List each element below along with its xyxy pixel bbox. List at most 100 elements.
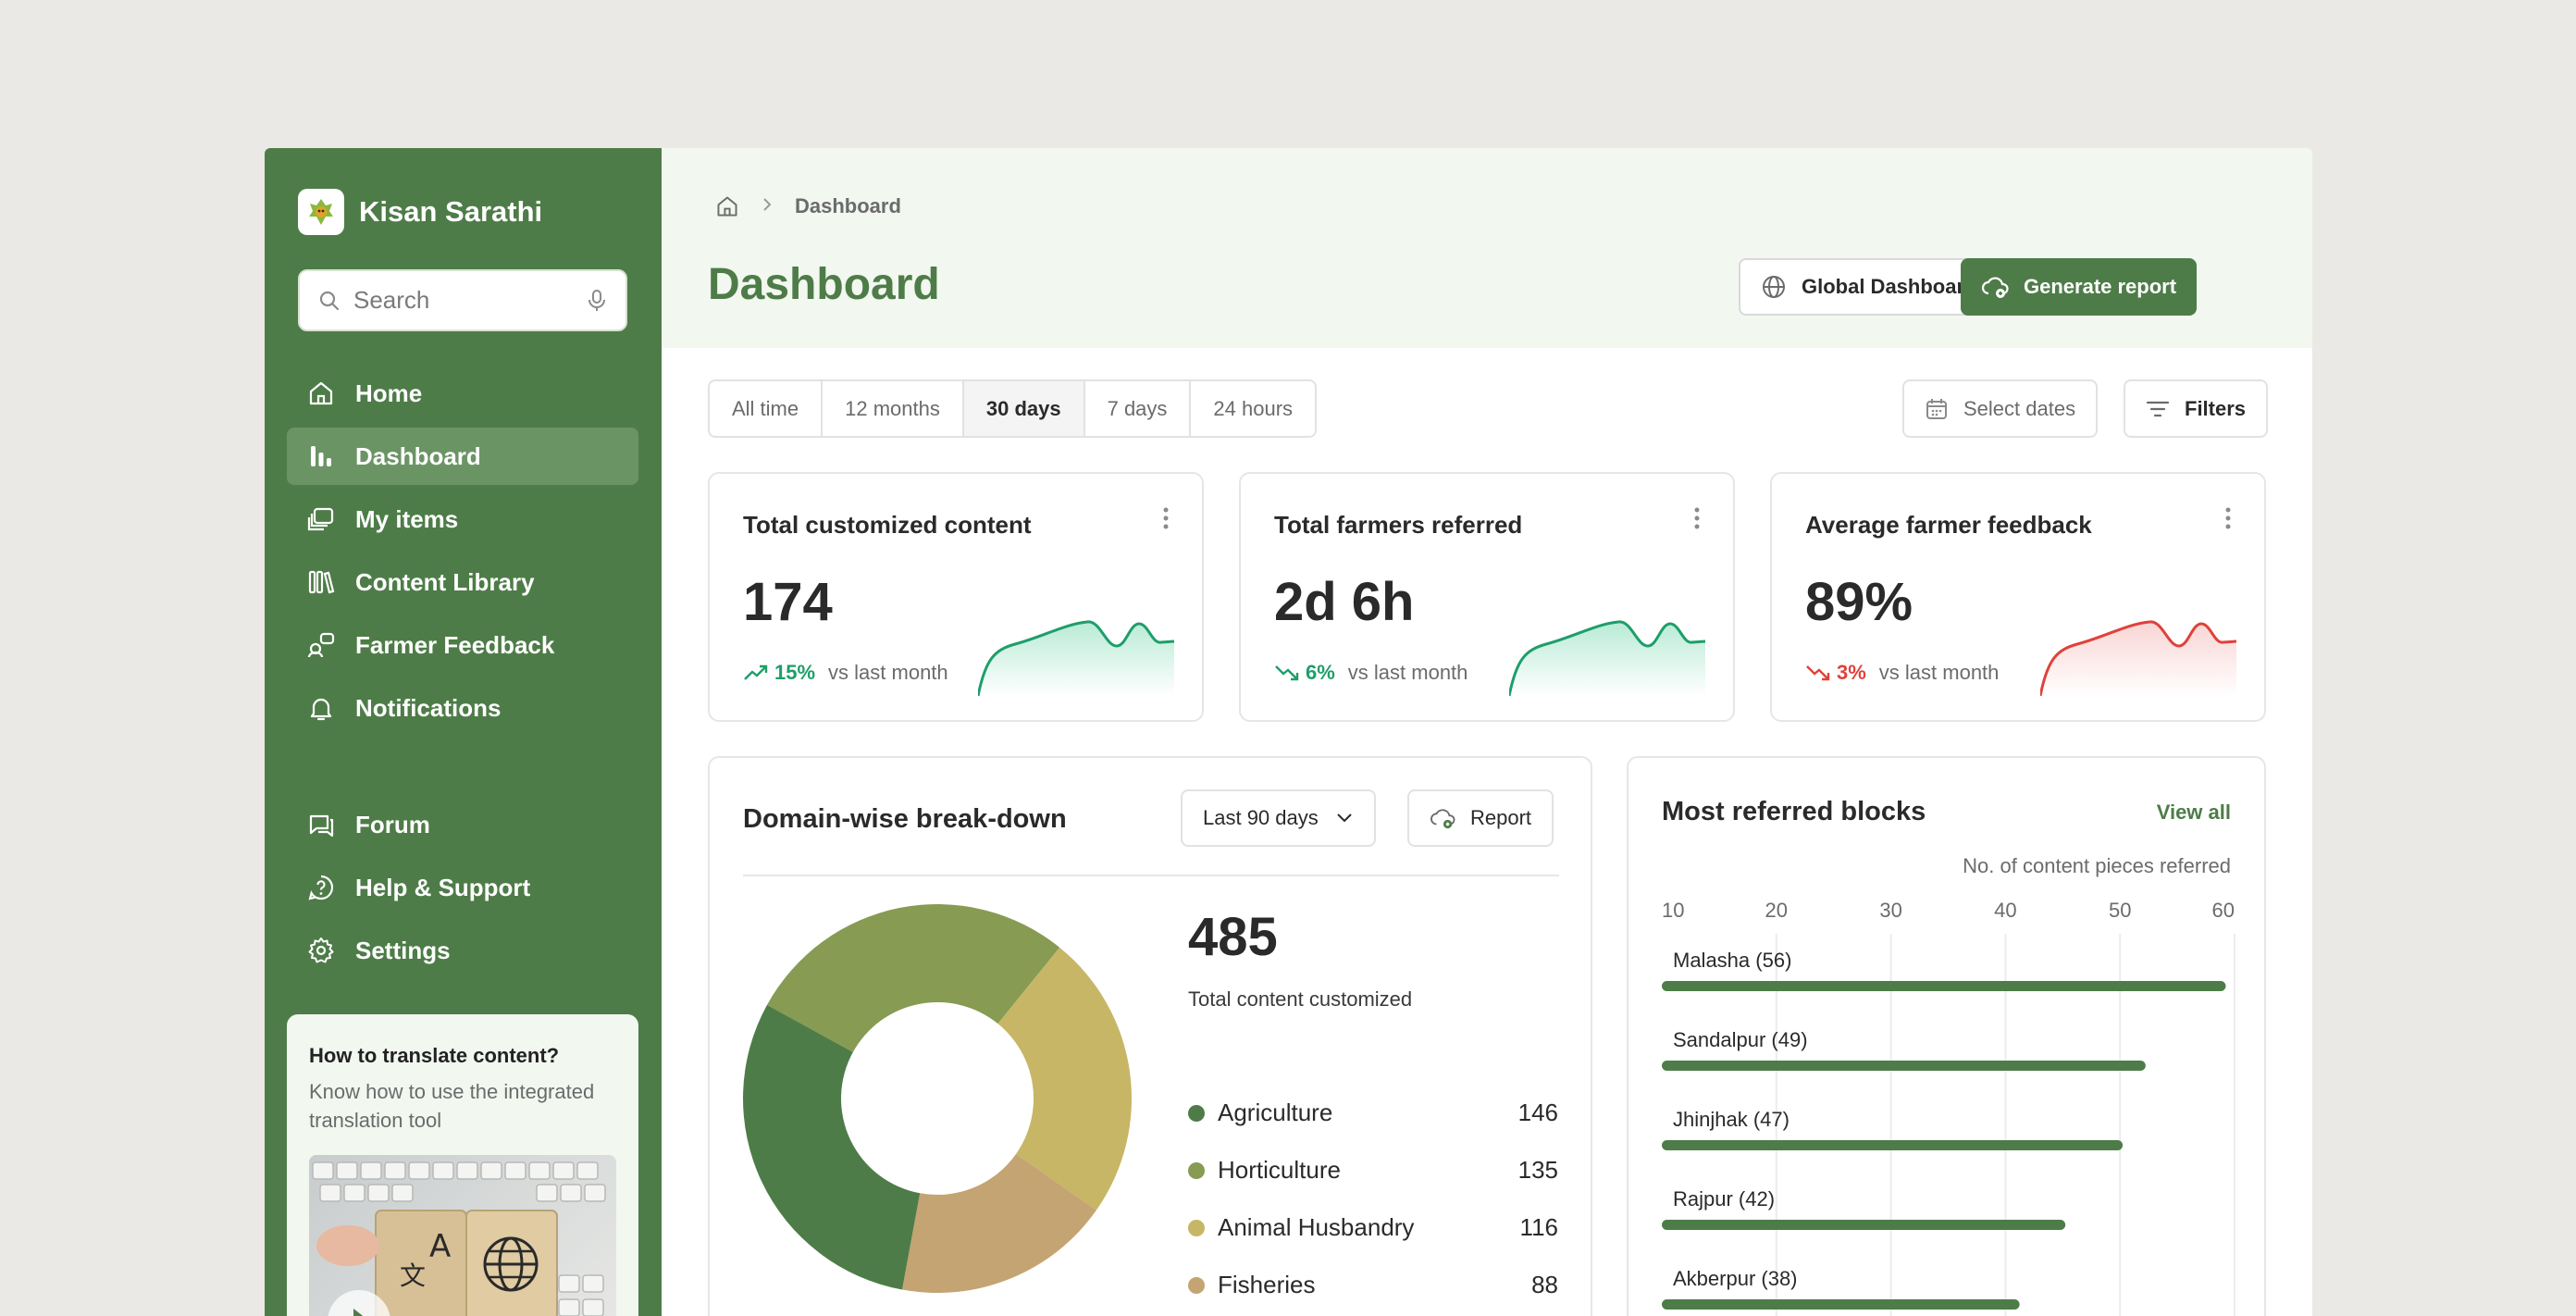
- sparkline-red: [2040, 620, 2236, 696]
- sidebar-item-my-items[interactable]: My items: [287, 490, 638, 548]
- sparkline-green: [978, 620, 1174, 696]
- trend-down-icon: [1806, 665, 1830, 681]
- bar-malasha[interactable]: [1662, 981, 2226, 991]
- tab-12-months[interactable]: 12 months: [823, 381, 964, 436]
- promo-video-thumbnail[interactable]: A 文: [309, 1155, 616, 1316]
- domain-breakdown-panel: Domain-wise break-down Last 90 days Repo…: [708, 756, 1592, 1316]
- stat-trend: 15% vs last month: [743, 661, 948, 685]
- domain-donut-chart: [743, 904, 1132, 1293]
- donut-slice-animal-husbandry[interactable]: [997, 947, 1132, 1210]
- sidebar-item-farmer-feedback[interactable]: Farmer Feedback: [287, 616, 638, 674]
- legend-item: Horticulture 135: [1188, 1156, 1558, 1185]
- legend-value: 135: [1517, 1156, 1558, 1184]
- tab-all-time[interactable]: All time: [710, 381, 824, 436]
- stat-card-customized-content[interactable]: Total customized content 174 15% vs last…: [708, 472, 1204, 722]
- global-dashboard-label: Global Dashboard: [1802, 275, 1977, 298]
- library-icon: [305, 566, 337, 598]
- filters-button[interactable]: Filters: [2124, 379, 2269, 438]
- sidebar-item-settings[interactable]: Settings: [287, 922, 638, 979]
- search-input[interactable]: Search: [298, 269, 627, 331]
- promo-subtitle: Know how to use the integrated translati…: [309, 1080, 595, 1132]
- sidebar-item-forum[interactable]: Forum: [287, 796, 638, 853]
- home-icon: [305, 378, 337, 409]
- time-range-tabs: All time 12 months 30 days 7 days 24 hou…: [708, 379, 1318, 438]
- stat-title: Total customized content: [743, 511, 1032, 539]
- sidebar-item-notifications[interactable]: Notifications: [287, 679, 638, 737]
- select-dates-button[interactable]: Select dates: [1902, 379, 2099, 438]
- bar-label: Malasha (56): [1673, 949, 1791, 972]
- sidebar: Kisan Sarathi Search Home Dashboard My i…: [265, 148, 662, 1316]
- bar-akberpur[interactable]: [1662, 1299, 2020, 1310]
- stat-card-farmer-feedback[interactable]: Average farmer feedback 89% 3% vs last m…: [1770, 472, 2266, 722]
- tab-7-days[interactable]: 7 days: [1085, 381, 1192, 436]
- search-icon: [319, 291, 340, 310]
- stat-trend: 6% vs last month: [1274, 661, 1468, 685]
- sidebar-item-home[interactable]: Home: [287, 365, 638, 422]
- stat-title: Total farmers referred: [1274, 511, 1523, 539]
- generate-report-button[interactable]: Generate report: [1961, 258, 2198, 316]
- feedback-icon: [305, 629, 337, 661]
- legend-item: Agriculture 146: [1188, 1099, 1558, 1127]
- promo-title: How to translate content?: [309, 1044, 560, 1067]
- stat-percent: 6%: [1306, 661, 1335, 684]
- more-options-icon[interactable]: [2225, 507, 2231, 529]
- filter-icon: [2146, 399, 2170, 419]
- bar-label: Jhinjhak (47): [1673, 1108, 1790, 1131]
- bar-rajpur[interactable]: [1662, 1220, 2066, 1230]
- chevron-right-icon: [762, 194, 773, 218]
- page-title: Dashboard: [708, 260, 940, 309]
- stat-title: Average farmer feedback: [1805, 511, 2092, 539]
- report-label: Report: [1470, 806, 1532, 829]
- more-options-icon[interactable]: [1694, 507, 1700, 529]
- x-tick-label: 10: [1662, 899, 1684, 922]
- bell-icon: [305, 692, 337, 724]
- forum-icon: [305, 809, 337, 840]
- global-dashboard-button[interactable]: Global Dashboard: [1739, 258, 2000, 316]
- tab-24-hours[interactable]: 24 hours: [1213, 396, 1294, 420]
- sidebar-item-help[interactable]: Help & Support: [287, 859, 638, 916]
- gear-icon: [305, 935, 337, 966]
- more-options-icon[interactable]: [1163, 507, 1169, 529]
- trend-down-icon: [1275, 665, 1299, 681]
- bar-label: Akberpur (38): [1673, 1267, 1798, 1290]
- bar-sandalpur[interactable]: [1662, 1061, 2146, 1071]
- donut-slice-agriculture[interactable]: [743, 1004, 921, 1290]
- legend-value: 146: [1517, 1099, 1558, 1126]
- axis-title: No. of content pieces referred: [1963, 854, 2231, 877]
- translate-promo-card[interactable]: How to translate content? Know how to us…: [287, 1014, 638, 1316]
- calendar-icon: [1925, 397, 1949, 421]
- trend-up-icon: [744, 664, 768, 680]
- tab-30-days[interactable]: 30 days: [963, 381, 1085, 436]
- stat-value: 89%: [1805, 572, 1913, 632]
- bar-jhinjhak[interactable]: [1662, 1140, 2124, 1150]
- bar-label: Rajpur (42): [1673, 1187, 1775, 1210]
- brand[interactable]: Kisan Sarathi: [298, 189, 542, 235]
- legend-label: Animal Husbandry: [1218, 1213, 1415, 1241]
- breadcrumb-current[interactable]: Dashboard: [795, 194, 901, 217]
- sidebar-item-label: Notifications: [355, 693, 502, 722]
- x-tick-label: 30: [1879, 899, 1901, 922]
- home-icon[interactable]: [715, 194, 739, 218]
- help-icon: [305, 872, 337, 903]
- svg-text:A: A: [429, 1228, 451, 1265]
- report-button[interactable]: Report: [1407, 789, 1554, 847]
- select-dates-label: Select dates: [1963, 396, 2076, 420]
- x-tick-label: 40: [1994, 899, 2016, 922]
- legend-label: Horticulture: [1218, 1156, 1341, 1184]
- sidebar-item-label: Content Library: [355, 567, 535, 596]
- stat-card-farmers-referred[interactable]: Total farmers referred 2d 6h 6% vs last …: [1239, 472, 1735, 722]
- svg-text:文: 文: [400, 1260, 426, 1291]
- panel-title: Most referred blocks: [1662, 797, 1926, 826]
- sidebar-item-dashboard[interactable]: Dashboard: [287, 428, 638, 485]
- sidebar-item-content-library[interactable]: Content Library: [287, 553, 638, 611]
- microphone-icon[interactable]: [587, 289, 607, 313]
- range-dropdown[interactable]: Last 90 days: [1181, 789, 1376, 847]
- cloud-icon: [1981, 274, 2009, 300]
- donut-slice-horticulture[interactable]: [766, 904, 1060, 1052]
- cloud-icon: [1430, 806, 1455, 830]
- sidebar-item-label: Dashboard: [355, 441, 481, 470]
- view-all-link[interactable]: View all: [2156, 801, 2231, 824]
- chevron-down-icon: [1337, 813, 1352, 823]
- donut-slice-fisheries[interactable]: [901, 1153, 1096, 1293]
- bar-chart-icon: [305, 441, 337, 472]
